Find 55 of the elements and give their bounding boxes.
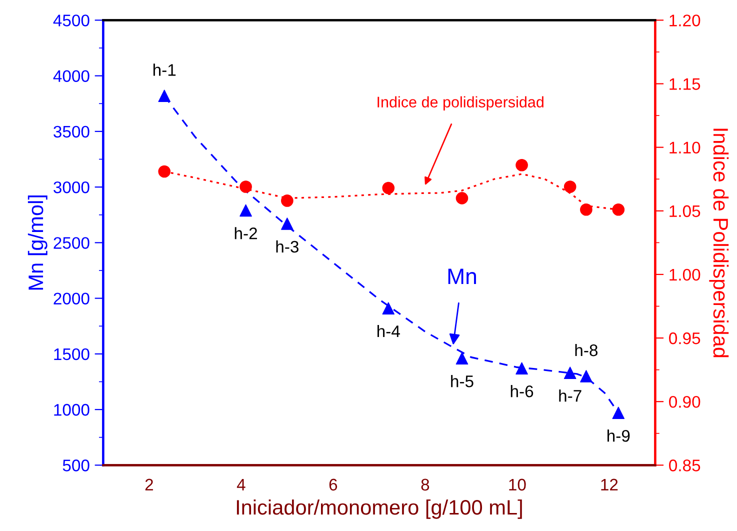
y-tick-label: 3000 bbox=[54, 181, 90, 194]
point bbox=[158, 90, 171, 102]
y2-tick-label: 1.10 bbox=[670, 142, 700, 154]
point bbox=[612, 406, 625, 420]
x-tick-label: 10 bbox=[509, 478, 526, 491]
y2-tick-label: 1.00 bbox=[670, 268, 700, 281]
annotation: h-3 bbox=[276, 240, 298, 253]
annotation: h-6 bbox=[510, 385, 534, 398]
point bbox=[516, 158, 528, 172]
x-tick-label: 6 bbox=[329, 478, 338, 491]
annotation: h-5 bbox=[451, 375, 474, 388]
point bbox=[281, 194, 294, 207]
point bbox=[382, 182, 395, 194]
point bbox=[564, 180, 576, 193]
point bbox=[580, 370, 592, 382]
y-tick-label: 500 bbox=[62, 460, 90, 472]
y2-tick-label: 0.85 bbox=[669, 460, 700, 472]
y2-axis-title: Indice de Polidispersidad bbox=[709, 128, 729, 358]
y-tick-label: 1500 bbox=[54, 348, 90, 360]
y-tick-label: 3500 bbox=[54, 126, 90, 138]
x-tick-label: 2 bbox=[145, 478, 153, 490]
y-tick-label: 2500 bbox=[54, 237, 90, 249]
point bbox=[456, 352, 468, 365]
point bbox=[564, 366, 576, 379]
y-tick-label: 2000 bbox=[54, 292, 90, 304]
x-axis-title: Iniciador/monomero [g/100 mL] bbox=[236, 499, 522, 519]
point bbox=[516, 362, 528, 375]
point bbox=[382, 302, 395, 314]
point bbox=[580, 203, 592, 216]
point bbox=[456, 192, 468, 204]
annotation: h-9 bbox=[608, 430, 630, 442]
text: Indice de polidispersidad bbox=[378, 96, 544, 111]
point bbox=[281, 218, 294, 230]
point bbox=[240, 180, 252, 193]
point bbox=[158, 165, 171, 178]
y2-tick-label: 1.20 bbox=[670, 14, 700, 26]
y-tick-label: 1000 bbox=[54, 404, 90, 416]
x-tick-label: 8 bbox=[421, 478, 430, 491]
point bbox=[240, 204, 252, 217]
annotation: h-4 bbox=[378, 324, 400, 338]
annotation: h-1 bbox=[153, 64, 176, 76]
y-axis-title: Mn [g/mol] bbox=[28, 196, 48, 290]
y2-tick-label: 1.05 bbox=[670, 205, 700, 218]
annotation: h-7 bbox=[559, 389, 582, 402]
y-tick-label: 4500 bbox=[53, 14, 90, 26]
y2-tick-label: 1.15 bbox=[670, 78, 700, 90]
annotation: h-2 bbox=[234, 227, 257, 240]
y-tick-label: 4000 bbox=[53, 70, 90, 82]
y2-tick-label: 0.90 bbox=[669, 396, 700, 408]
point bbox=[612, 203, 625, 216]
y2-tick-label: 0.95 bbox=[669, 332, 700, 344]
x-tick-label: 4 bbox=[236, 478, 246, 490]
x-tick-label: 12 bbox=[601, 478, 618, 490]
annotation: h-8 bbox=[575, 344, 598, 356]
text: Mn bbox=[448, 268, 476, 284]
